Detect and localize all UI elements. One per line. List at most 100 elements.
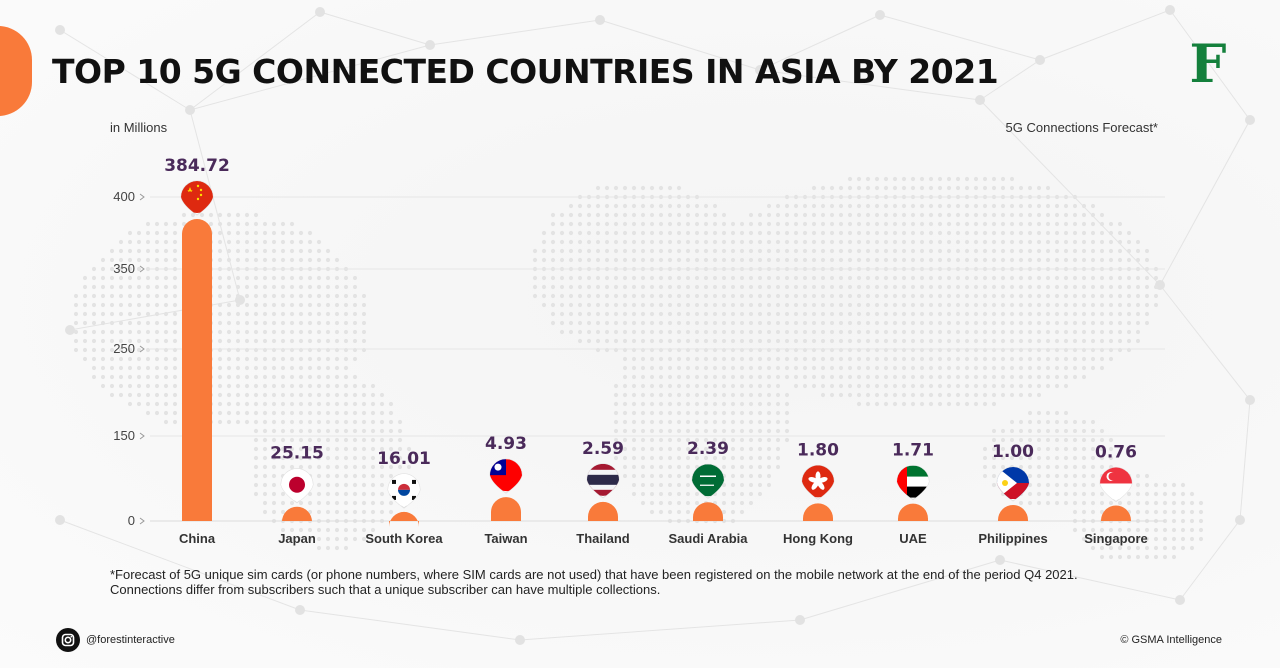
map-dot <box>1018 356 1024 362</box>
map-dot <box>226 221 232 227</box>
map-dot <box>541 293 547 299</box>
map-dot <box>946 230 952 236</box>
map-dot <box>622 446 628 452</box>
map-dot <box>631 230 637 236</box>
map-dot <box>730 221 736 227</box>
map-dot <box>1153 509 1159 515</box>
map-dot <box>172 374 178 380</box>
map-dot <box>127 392 133 398</box>
map-dot <box>325 392 331 398</box>
map-dot <box>703 428 709 434</box>
map-dot <box>838 338 844 344</box>
map-dot <box>703 320 709 326</box>
map-dot <box>73 347 79 353</box>
map-dot <box>910 365 916 371</box>
map-dot <box>244 383 250 389</box>
map-dot <box>1135 311 1141 317</box>
map-dot <box>694 356 700 362</box>
map-dot <box>910 221 916 227</box>
map-dot <box>271 473 277 479</box>
map-dot <box>361 527 367 533</box>
map-dot <box>919 338 925 344</box>
map-dot <box>370 482 376 488</box>
network-line <box>1239 399 1251 521</box>
map-dot <box>361 473 367 479</box>
map-dot <box>145 356 151 362</box>
network-node <box>1245 115 1255 125</box>
map-dot <box>667 392 673 398</box>
map-dot <box>1009 284 1015 290</box>
map-dot <box>982 185 988 191</box>
map-dot <box>829 302 835 308</box>
map-dot <box>856 365 862 371</box>
map-dot <box>658 383 664 389</box>
map-dot <box>847 185 853 191</box>
map-dot <box>1189 527 1195 533</box>
map-dot <box>1045 257 1051 263</box>
map-dot <box>1108 338 1114 344</box>
map-dot <box>946 401 952 407</box>
map-dot <box>289 464 295 470</box>
map-dot <box>1162 536 1168 542</box>
map-dot <box>352 383 358 389</box>
map-dot <box>874 248 880 254</box>
map-dot <box>1045 302 1051 308</box>
map-dot <box>352 320 358 326</box>
map-dot <box>838 212 844 218</box>
map-dot <box>721 356 727 362</box>
map-dot <box>730 410 736 416</box>
map-dot <box>622 356 628 362</box>
map-dot <box>352 356 358 362</box>
map-dot <box>235 230 241 236</box>
map-dot <box>793 293 799 299</box>
map-dot <box>712 410 718 416</box>
y-tick-label: 400 <box>113 189 135 204</box>
footnote-line-2: Connections differ from subscribers such… <box>110 582 661 597</box>
map-dot <box>352 374 358 380</box>
map-dot <box>775 392 781 398</box>
map-dot <box>271 500 277 506</box>
map-dot <box>82 320 88 326</box>
map-dot <box>109 302 115 308</box>
map-dot <box>694 428 700 434</box>
map-dot <box>1126 275 1132 281</box>
social-handle-group[interactable]: @forestinteractive <box>56 628 175 652</box>
map-dot <box>622 473 628 479</box>
map-dot <box>1108 239 1114 245</box>
map-dot <box>1036 293 1042 299</box>
map-dot <box>829 311 835 317</box>
map-dot <box>667 203 673 209</box>
map-dot <box>1036 482 1042 488</box>
map-dot <box>739 473 745 479</box>
map-dot <box>649 383 655 389</box>
map-dot <box>289 338 295 344</box>
map-dot <box>1027 455 1033 461</box>
network-line <box>599 19 761 71</box>
map-dot <box>739 257 745 263</box>
map-dot <box>847 338 853 344</box>
map-dot <box>586 203 592 209</box>
map-dot <box>622 284 628 290</box>
network-node <box>65 325 75 335</box>
map-dot <box>595 302 601 308</box>
map-dot <box>334 536 340 542</box>
map-dot <box>568 212 574 218</box>
map-dot <box>262 221 268 227</box>
map-dot <box>1189 491 1195 497</box>
map-dot <box>703 239 709 245</box>
map-dot <box>289 428 295 434</box>
map-dot <box>586 302 592 308</box>
map-dot <box>1108 320 1114 326</box>
map-dot <box>811 203 817 209</box>
map-dot <box>1162 491 1168 497</box>
map-dot <box>1189 500 1195 506</box>
map-dot <box>802 302 808 308</box>
map-dot <box>595 338 601 344</box>
map-dot <box>1153 554 1159 560</box>
map-dot <box>964 374 970 380</box>
map-dot <box>163 329 169 335</box>
map-dot <box>802 329 808 335</box>
map-dot <box>541 257 547 263</box>
map-dot <box>721 509 727 515</box>
philippines-flag-icon <box>996 466 1030 502</box>
